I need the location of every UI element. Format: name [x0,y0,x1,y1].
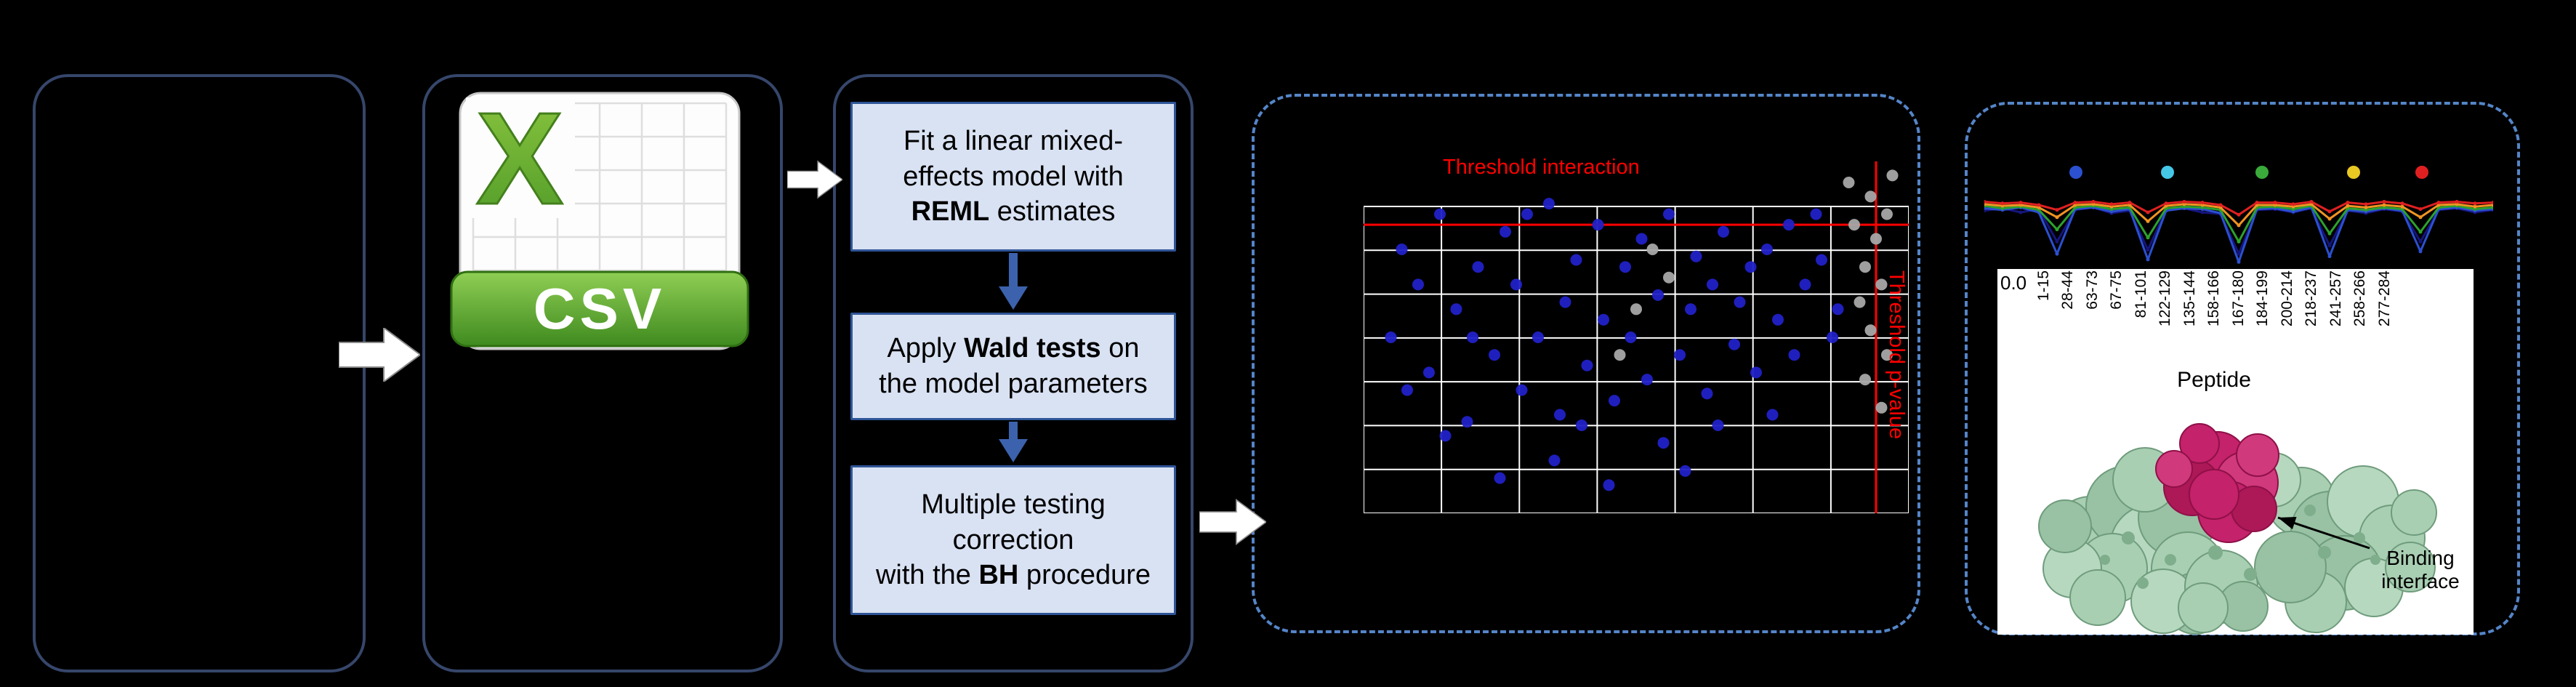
step-box-bh: Multiple testing correction with the BH … [850,465,1176,615]
csv-x-letter: X [476,89,563,232]
input-data-panel [33,74,366,672]
peptide-tick-label: 63-73 [2083,270,2101,310]
peptide-tick-label: 135-144 [2181,270,2198,327]
step-text-segment: Fit a linear mixed- effects model with [903,126,1124,192]
protein-structure [2038,423,2437,635]
condition-dot [2415,166,2428,179]
uptake-chart [1984,200,2493,264]
flow-arrow-icon [1199,499,1266,545]
step-text-bold: REML [911,196,990,228]
step-text: Fit a linear mixed- effects model with R… [903,124,1123,230]
y-axis-tick: 0.0 [2000,272,2027,294]
protein-surface-texture [2100,505,2380,589]
step-box-wald: Apply Wald tests on the model parameters [850,313,1176,420]
model-panel [833,74,1194,672]
step-box-reml: Fit a linear mixed- effects model with R… [850,102,1176,252]
condition-dot [2346,166,2360,179]
step-text: Multiple testing correction with the BH … [876,487,1151,593]
condition-dot [2255,166,2269,179]
csv-banner-label: CSV [534,276,667,341]
step-text-segment: Multiple testing correction with the [875,489,1106,591]
threshold-pvalue-label: Threshold p-value [1885,270,1908,440]
peptide-tick-label: 167-180 [2229,270,2247,327]
csv-file-icon: X CSV [450,89,749,350]
condition-legend-dots [1984,163,2493,183]
peptide-tick-label: 277-284 [2375,270,2393,327]
flow-arrow-icon [787,160,842,199]
down-arrow-icon [999,253,1028,310]
volcano-panel [1252,94,1920,633]
csv-panel [422,74,783,672]
condition-dot [2069,166,2082,179]
volcano-plot [1364,161,1909,513]
binding-interface-region [2155,423,2279,543]
peptide-tick-labels: 1-15 28-44 63-73 67-75 81-101 122-129 135-144 1… [2035,270,2393,356]
peptide-tick-label: 1-15 [2035,270,2052,302]
binding-interface-label: Binding interface [2381,547,2460,593]
flow-arrow-icon [339,328,420,382]
peptide-tick-label: 200-214 [2278,270,2295,327]
step-text-segment: on the model parameters [879,333,1148,399]
x-axis-label: Peptide [2177,368,2251,392]
peptide-tick-label: 218-237 [2303,270,2320,327]
down-arrow-icon [999,422,1028,462]
threshold-interaction-label: Threshold interaction [1443,156,1640,179]
condition-dot [2161,166,2174,179]
peptide-tick-label: 81-101 [2132,270,2149,318]
peptide-axis-panel: 0.0 1-15 28-44 63-73 67-75 81-101 122-129 135-… [1997,269,2474,635]
step-text-bold: BH [978,560,1019,591]
peptide-tick-label: 28-44 [2059,270,2077,310]
step-text-bold: Wald tests [964,333,1101,364]
step-text-segment: estimates [989,196,1116,228]
peptide-tick-label: 158-166 [2205,270,2223,327]
peptide-tick-label: 67-75 [2108,270,2125,310]
binding-arrow [2277,516,2370,550]
step-text-segment: Apply [887,333,965,364]
peptide-tick-label: 122-129 [2157,270,2174,327]
step-text-segment: procedure [1018,560,1151,591]
peptide-tick-label: 258-266 [2351,270,2369,327]
step-text: Apply Wald tests on the model parameters [879,331,1148,401]
peptide-tick-label: 184-199 [2254,270,2271,327]
peptide-tick-label: 241-257 [2327,270,2344,327]
